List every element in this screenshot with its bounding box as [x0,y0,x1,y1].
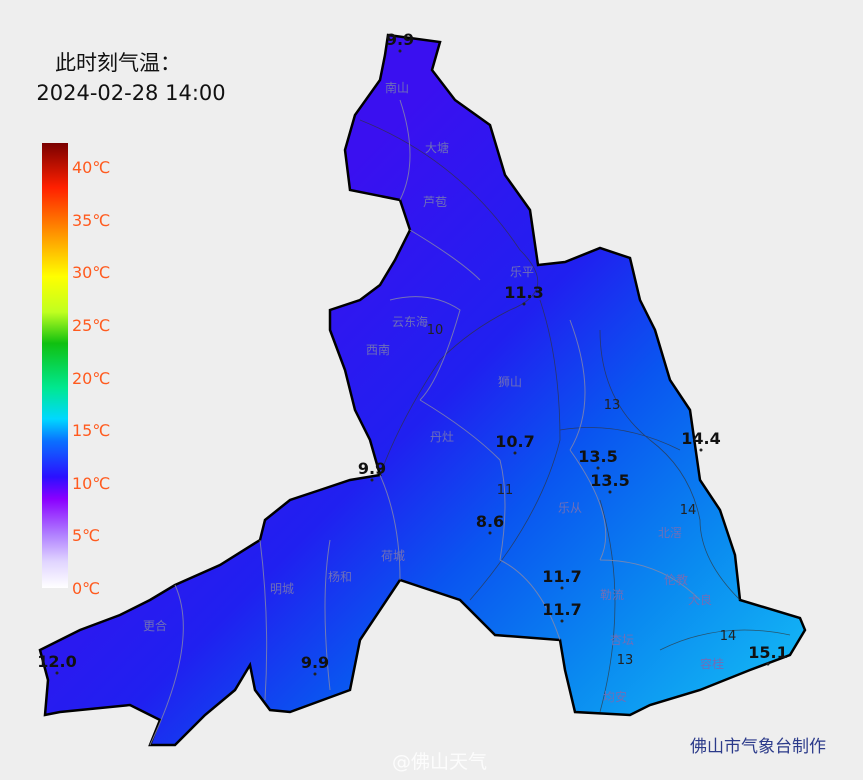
contour-label: 13 [604,398,621,413]
district-label: 乐从 [558,501,582,515]
legend-label: 10℃ [72,474,110,493]
district-label: 荷城 [381,549,405,563]
legend-label: 30℃ [72,263,110,282]
district-label: 明城 [270,582,294,596]
credit: 佛山市气象台制作 [690,737,826,757]
region-outline [38,33,807,747]
station-dot [370,478,374,482]
station-value: 14.4 [681,429,720,448]
district-label: 容桂 [700,656,724,671]
station-dot [55,671,59,675]
station-dot [560,586,564,590]
station-dot [488,531,492,535]
station-value: 9.9 [358,459,386,478]
district-label: 狮山 [498,375,522,389]
station-value: 13.5 [590,471,629,490]
station-value: 9.9 [301,653,329,672]
station-dot [513,451,517,455]
station-value: 10.7 [495,432,534,451]
district-label: 均安 [603,689,627,704]
station-dot [596,466,600,470]
contour-lines [359,119,791,713]
station-value: 11.7 [542,600,581,619]
district-label: 芦苞 [423,195,447,209]
district-label: 云东海 [392,314,428,329]
legend-label: 5℃ [72,526,100,545]
map-title: 此时刻气温： [55,51,181,75]
station-value: 13.5 [578,447,617,466]
district-label: 杏坛 [610,633,634,647]
color-scale [42,143,68,588]
legend-label: 35℃ [72,211,110,230]
station-dot [766,662,770,666]
contour-label: 14 [680,503,697,518]
station-dot [560,619,564,623]
district-label: 更合 [143,618,167,633]
watermark: @佛山天气 [392,751,487,773]
district-label: 乐平 [510,265,534,279]
legend-label: 25℃ [72,316,110,335]
district-label: 北滘 [658,526,682,540]
station-dot [608,490,612,494]
district-borders [149,99,701,746]
station-value: 11.7 [542,567,581,586]
district-label: 丹灶 [430,430,454,444]
station-value: 8.6 [476,512,504,531]
legend-label: 20℃ [72,369,110,388]
legend-label: 15℃ [72,421,110,440]
district-label: 杨和 [328,569,352,584]
district-label: 南山 [385,80,409,95]
contour-label: 10 [427,323,444,338]
station-value: 12.0 [37,652,76,671]
station-value: 9.9 [386,30,414,49]
station-value: 15.1 [748,643,787,662]
legend-label: 0℃ [72,579,100,598]
district-label: 大塘 [425,140,449,155]
station-dot [398,49,402,53]
contour-label: 13 [617,653,634,668]
station-dot [313,672,317,676]
map-time: 2024-02-28 14:00 [36,81,225,105]
district-label: 大良 [688,592,712,607]
district-label: 伦教 [664,572,688,587]
district-label: 西南 [366,342,390,357]
district-label: 勒流 [600,588,624,602]
station-dot [699,448,703,452]
contour-label: 11 [497,483,514,498]
contour-label: 14 [720,629,737,644]
station-value: 11.3 [504,283,543,302]
legend-label: 40℃ [72,158,110,177]
station-dot [522,302,526,306]
